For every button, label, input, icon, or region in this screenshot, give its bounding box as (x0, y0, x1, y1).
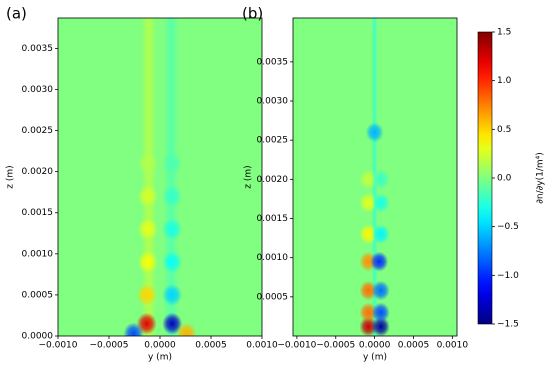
y-axis-label: z (m) (244, 165, 254, 188)
field-blob (162, 283, 183, 306)
background-field (58, 18, 262, 336)
field-blob (365, 122, 384, 143)
x-tick-label: −0.0005 (316, 341, 355, 351)
y-tick-label: 0.0030 (257, 97, 289, 107)
colorbar-tick-label: 0.5 (497, 125, 511, 135)
x-tick-label: 0.0000 (144, 341, 176, 351)
x-axis-label: y (m) (148, 353, 172, 363)
y-tick-label: 0.0020 (22, 167, 54, 177)
colorbar-label: ∂n/∂y(1/m⁴) (536, 152, 546, 204)
y-tick-label: 0.0015 (22, 208, 54, 218)
x-axis-label: y (m) (363, 353, 387, 363)
heatmap-area (293, 18, 457, 336)
colorbar (477, 31, 493, 325)
x-tick-label: −0.0010 (38, 341, 77, 351)
field-blob (371, 302, 390, 323)
panel-label: (b) (242, 5, 263, 23)
field-blob (359, 192, 378, 213)
colorbar-tick-label: −1.5 (497, 320, 519, 330)
y-tick-label: 0.0010 (257, 253, 289, 263)
y-tick-label: 0.0020 (257, 175, 289, 185)
y-tick-label: 0.0000 (22, 332, 54, 342)
field-blob (137, 218, 158, 241)
y-tick-label: 0.0025 (22, 126, 54, 136)
field-blob (370, 251, 389, 272)
y-tick-label: 0.0010 (22, 249, 54, 259)
x-tick-label: 0.0000 (359, 341, 391, 351)
panel-label: (a) (6, 5, 27, 23)
colorbar-tick-label: 1.0 (497, 76, 512, 86)
field-blob (162, 152, 183, 175)
field-blob (371, 316, 390, 336)
y-tick-label: 0.0005 (257, 292, 289, 302)
field-blob (359, 169, 378, 190)
colorbar-tick-label: 1.5 (497, 28, 511, 38)
field-blob (176, 322, 197, 336)
x-tick-label: 0.0005 (398, 341, 430, 351)
field-blob (371, 280, 390, 301)
field-blob (359, 224, 378, 245)
field-blob (162, 251, 183, 274)
heatmap-area (58, 18, 262, 336)
x-tick-label: 0.0005 (195, 341, 227, 351)
field-blob (136, 283, 157, 306)
x-tick-label: −0.0005 (89, 341, 128, 351)
field-blob (359, 280, 378, 301)
field-blob (123, 322, 144, 336)
y-tick-label: 0.0005 (22, 290, 54, 300)
colorbar-tick-label: 0.0 (497, 174, 512, 184)
y-axis-label: z (m) (6, 165, 16, 188)
field-blob (162, 185, 183, 208)
y-tick-label: 0.0015 (257, 214, 289, 224)
x-tick-label: 0.0010 (246, 341, 278, 351)
x-tick-label: −0.0010 (277, 341, 316, 351)
field-blob (371, 192, 390, 213)
y-tick-label: 0.0035 (22, 44, 54, 54)
y-tick-label: 0.0030 (22, 85, 54, 95)
field-blob (162, 312, 183, 335)
field-blob (137, 152, 158, 175)
field-blob (371, 224, 390, 245)
field-blob (162, 218, 183, 241)
field-blob (371, 169, 390, 190)
field-blob (137, 251, 158, 274)
field-blob (137, 185, 158, 208)
y-tick-label: 0.0035 (257, 57, 289, 67)
colorbar-tick-label: −1.0 (497, 271, 519, 281)
colorbar-tick-label: −0.5 (497, 222, 519, 232)
y-tick-label: 0.0025 (257, 136, 289, 146)
field-blob (359, 302, 378, 323)
x-tick-label: 0.0010 (437, 341, 469, 351)
